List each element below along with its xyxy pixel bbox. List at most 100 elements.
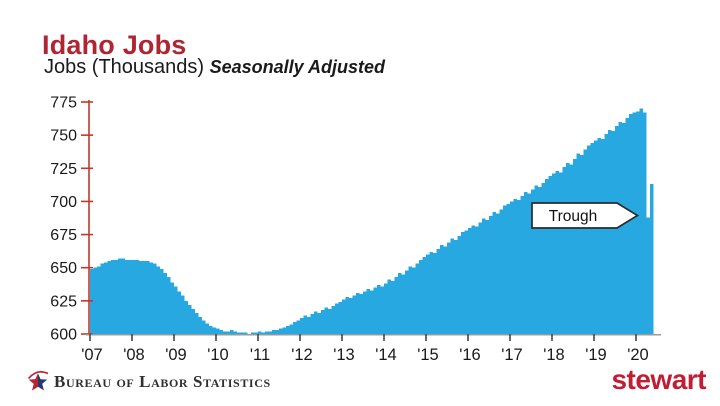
bar [293, 322, 297, 334]
bar [590, 143, 594, 334]
bar [107, 261, 111, 334]
bar [300, 318, 304, 334]
bar [97, 266, 101, 334]
x-tick-label: '12 [291, 346, 313, 364]
bar [279, 328, 283, 334]
bar [296, 320, 300, 334]
bar [212, 327, 216, 334]
bars [90, 108, 654, 334]
bar [174, 286, 178, 334]
bar [587, 145, 591, 334]
bar [562, 166, 566, 334]
y-axis: 600 625 650 675 700 725 750 775 [50, 95, 93, 344]
bar [422, 257, 426, 334]
bar [506, 204, 510, 334]
bar [100, 263, 104, 334]
bar [436, 249, 440, 334]
bar [499, 209, 503, 334]
bar [286, 326, 290, 334]
bar [251, 332, 255, 334]
bar [380, 286, 384, 334]
bar [569, 164, 573, 334]
bar [618, 121, 622, 334]
bar [328, 308, 332, 334]
x-tick-label: '17 [501, 346, 523, 364]
bar [149, 262, 153, 334]
bar [195, 312, 199, 334]
bar [527, 193, 531, 334]
chart-subtitle-qualifier: Seasonally Adjusted [209, 57, 386, 77]
bar [615, 125, 619, 334]
bar [629, 113, 633, 334]
bar [226, 331, 230, 334]
bar [450, 238, 454, 334]
bar [132, 259, 136, 334]
bar [492, 212, 496, 334]
bar [135, 259, 139, 334]
x-tick-label: '08 [123, 346, 145, 364]
bar [205, 323, 209, 334]
bar [128, 259, 132, 334]
bar [160, 269, 164, 334]
bar [608, 129, 612, 334]
bar [265, 331, 269, 334]
bls-star-icon [27, 371, 49, 391]
bar [625, 117, 629, 334]
bar [125, 259, 129, 334]
x-tick-label: '18 [543, 346, 565, 364]
bar [377, 284, 381, 334]
bar [405, 270, 409, 334]
bar [254, 332, 258, 334]
bar [597, 137, 601, 334]
x-tick-label: '14 [375, 346, 397, 364]
bar [419, 259, 423, 334]
bar [433, 253, 437, 334]
bar [373, 287, 377, 334]
x-tick-label: '10 [207, 346, 229, 364]
bar [555, 170, 559, 334]
bar [219, 330, 223, 334]
x-tick-label: '09 [165, 346, 187, 364]
bar [244, 332, 248, 334]
bar [321, 310, 325, 334]
bar [454, 239, 458, 334]
bar [258, 331, 262, 334]
bar [643, 112, 647, 334]
bar [314, 311, 318, 334]
bar [401, 274, 405, 334]
bar [601, 139, 605, 334]
bar [118, 258, 122, 334]
bar [324, 307, 328, 334]
bar [468, 227, 472, 334]
bar [114, 259, 118, 334]
bar [349, 298, 353, 334]
x-tick-label: '20 [627, 346, 649, 364]
bar [303, 315, 307, 334]
stewart-logo: stewart [611, 364, 706, 395]
bar [510, 201, 514, 334]
chart-subtitle: Jobs (Thousands) Seasonally Adjusted [44, 56, 385, 79]
bar [475, 226, 479, 334]
bar [552, 173, 556, 334]
bar [604, 133, 608, 334]
y-tick-label: 700 [50, 194, 77, 211]
bar [464, 230, 468, 334]
bar [356, 292, 360, 334]
bls-logo: Bureau of Labor Statistics [26, 371, 271, 393]
bar [398, 273, 402, 334]
x-axis: '07 '08 '09 '10 '11 '12 '13 '14 '15 '16 '17 '18 '19 '… [81, 334, 661, 364]
chart-subtitle-main: Jobs (Thousands) [44, 56, 205, 78]
bar [461, 231, 465, 334]
bar [181, 295, 185, 334]
bar [576, 153, 580, 334]
bar [485, 219, 489, 334]
bar [275, 330, 279, 334]
x-tick-label: '07 [81, 346, 103, 364]
bar [387, 279, 391, 334]
bar [310, 314, 314, 334]
bar [191, 308, 195, 334]
bar [317, 312, 321, 334]
bar [573, 159, 577, 334]
bar [489, 216, 493, 334]
bar [363, 291, 367, 334]
